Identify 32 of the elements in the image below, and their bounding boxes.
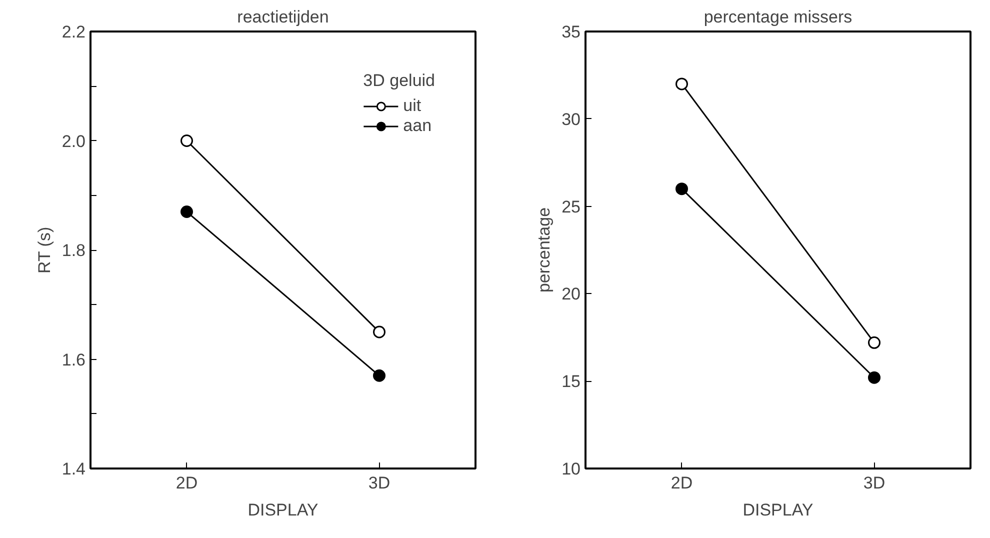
point [676,78,688,90]
legend-title: 3D geluid [363,71,435,91]
y-tick-label: 1.6 [62,350,86,370]
y-axis-title: RT (s) [34,226,54,274]
y-axis-title: percentage [534,207,554,293]
y-tick-label: 10 [562,460,581,478]
point [180,206,193,218]
x-tick-label: 3D [863,474,886,492]
point [868,371,880,384]
point [868,336,880,349]
y-tick-label: 30 [562,110,581,129]
legend-label: aan [403,116,432,136]
point [373,369,386,382]
x-tick-label: 3D [368,474,390,492]
y-tick-label: 1.4 [62,460,86,478]
y-tick-label: 35 [562,22,581,42]
chart-title: percentage missers [704,8,852,26]
legend-label: uit [403,96,422,116]
chart-title: reactietijden [237,8,329,26]
point [676,182,688,196]
y-tick-label: 25 [562,197,581,216]
point [373,326,386,338]
x-tick-label: 2D [670,474,693,492]
y-tick-label: 1.8 [62,241,86,260]
y-tick-label: 2.0 [62,132,86,151]
y-tick-label: 15 [562,372,581,392]
point [180,134,193,147]
y-tick-label: 2.2 [62,22,86,42]
x-axis-title: DISPLAY [248,500,318,520]
y-tick-label: 20 [562,284,581,304]
x-axis-title: DISPLAY [742,500,814,520]
x-tick-label: 2D [176,474,198,492]
